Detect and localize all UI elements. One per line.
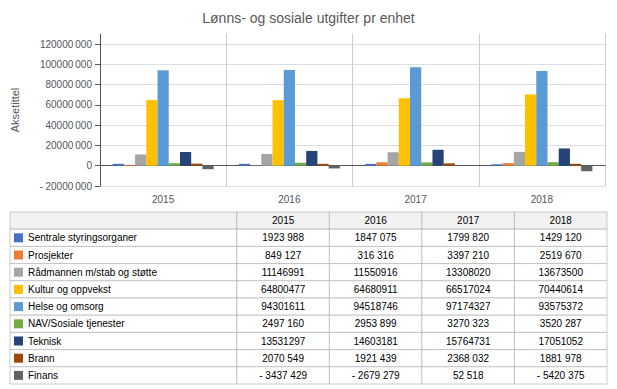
svg-text:2070 549: 2070 549 xyxy=(262,353,304,364)
svg-text:100000 000: 100000 000 xyxy=(40,59,92,70)
svg-text:2368 032: 2368 032 xyxy=(447,353,489,364)
svg-text:64680911: 64680911 xyxy=(354,284,398,295)
svg-text:2015: 2015 xyxy=(272,215,295,226)
svg-text:17051052: 17051052 xyxy=(538,336,583,347)
svg-text:2018: 2018 xyxy=(531,194,554,205)
svg-text:Finans: Finans xyxy=(28,370,58,381)
svg-text:NAV/Sosiale tjenester: NAV/Sosiale tjenester xyxy=(28,318,125,329)
svg-text:70440614: 70440614 xyxy=(538,284,583,295)
svg-text:3397 210: 3397 210 xyxy=(447,250,489,261)
svg-text:2016: 2016 xyxy=(278,194,301,205)
svg-text:94518746: 94518746 xyxy=(353,301,398,312)
svg-text:Teknisk: Teknisk xyxy=(28,336,62,347)
svg-text:316 316: 316 316 xyxy=(358,250,395,261)
svg-text:1881 978: 1881 978 xyxy=(540,353,582,364)
svg-text:2017: 2017 xyxy=(405,194,428,205)
svg-text:15764731: 15764731 xyxy=(446,336,491,347)
svg-text:Aksetittel: Aksetittel xyxy=(9,88,21,133)
svg-text:Sentrale styringsorganer: Sentrale styringsorganer xyxy=(28,232,138,243)
svg-text:13673500: 13673500 xyxy=(538,267,583,278)
svg-text:2015: 2015 xyxy=(152,194,175,205)
svg-text:2016: 2016 xyxy=(365,215,388,226)
svg-text:2519 670: 2519 670 xyxy=(540,250,582,261)
svg-text:1429 120: 1429 120 xyxy=(540,232,582,243)
svg-text:60000 000: 60000 000 xyxy=(46,99,93,110)
svg-text:52 518: 52 518 xyxy=(453,370,484,381)
svg-text:13308020: 13308020 xyxy=(446,267,491,278)
svg-text:Brann: Brann xyxy=(28,353,55,364)
svg-text:- 2679 279: - 2679 279 xyxy=(352,370,400,381)
svg-text:120000 000: 120000 000 xyxy=(40,39,92,50)
svg-text:3520 287: 3520 287 xyxy=(540,318,582,329)
svg-text:3270 323: 3270 323 xyxy=(447,318,489,329)
svg-text:Helse og omsorg: Helse og omsorg xyxy=(28,301,104,312)
svg-text:2497 160: 2497 160 xyxy=(262,318,304,329)
svg-text:1847 075: 1847 075 xyxy=(355,232,397,243)
svg-text:64800477: 64800477 xyxy=(261,284,306,295)
svg-text:11550916: 11550916 xyxy=(354,267,398,278)
svg-text:1799 820: 1799 820 xyxy=(447,232,489,243)
svg-text:80000 000: 80000 000 xyxy=(46,79,93,90)
svg-text:14603181: 14603181 xyxy=(353,336,398,347)
svg-text:40000 000: 40000 000 xyxy=(46,120,93,131)
svg-text:94301611: 94301611 xyxy=(261,301,305,312)
svg-text:1921 439: 1921 439 xyxy=(355,353,397,364)
svg-text:11146991: 11146991 xyxy=(262,267,305,278)
svg-text:2017: 2017 xyxy=(457,215,480,226)
svg-text:Lønns- og sosiale utgifter pr: Lønns- og sosiale utgifter pr enhet xyxy=(202,10,415,26)
svg-text:- 5420 375: - 5420 375 xyxy=(537,370,585,381)
svg-text:- 3437 429: - 3437 429 xyxy=(259,370,307,381)
svg-text:2953 899: 2953 899 xyxy=(355,318,397,329)
svg-text:13531297: 13531297 xyxy=(261,336,306,347)
svg-text:- 20000 000: - 20000 000 xyxy=(39,181,92,192)
svg-text:1923 988: 1923 988 xyxy=(262,232,304,243)
svg-text:2018: 2018 xyxy=(550,215,573,226)
svg-text:0: 0 xyxy=(86,160,92,171)
svg-text:20000 000: 20000 000 xyxy=(46,140,93,151)
svg-text:849 127: 849 127 xyxy=(265,250,302,261)
svg-text:66517024: 66517024 xyxy=(446,284,491,295)
svg-text:93575372: 93575372 xyxy=(538,301,583,312)
svg-text:97174327: 97174327 xyxy=(446,301,491,312)
svg-text:Kultur og oppvekst: Kultur og oppvekst xyxy=(28,284,111,295)
svg-text:Rådmannen m/stab og støtte: Rådmannen m/stab og støtte xyxy=(28,267,157,278)
svg-text:Prosjekter: Prosjekter xyxy=(28,250,74,261)
